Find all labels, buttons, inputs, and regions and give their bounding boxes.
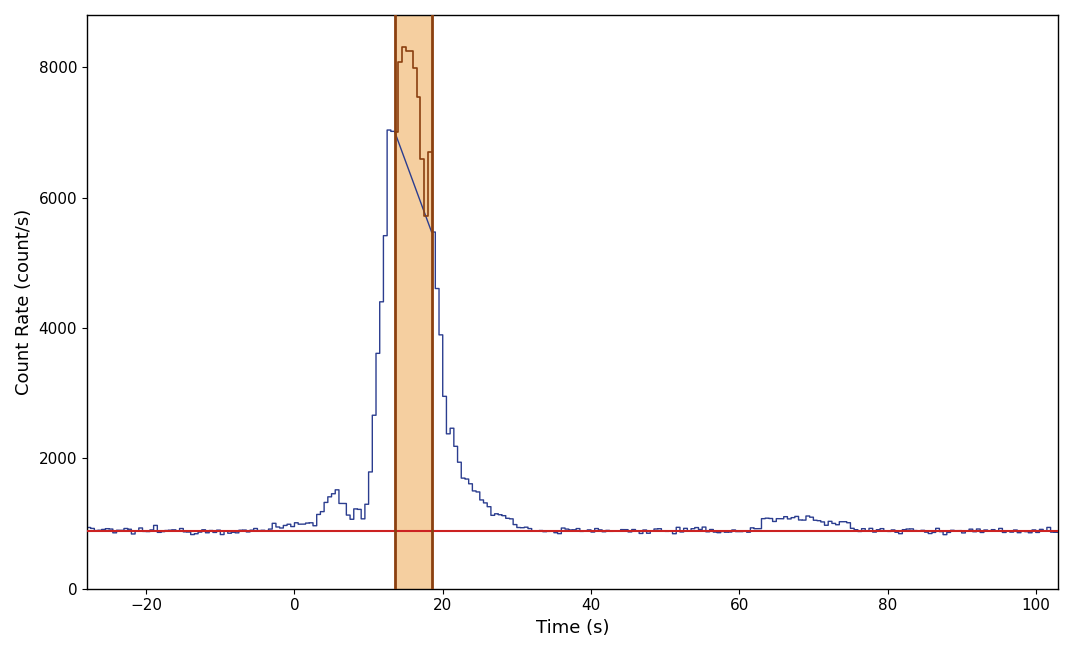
Y-axis label: Count Rate (count/s): Count Rate (count/s) — [15, 209, 33, 395]
X-axis label: Time (s): Time (s) — [535, 619, 609, 637]
Bar — [395, 15, 431, 589]
